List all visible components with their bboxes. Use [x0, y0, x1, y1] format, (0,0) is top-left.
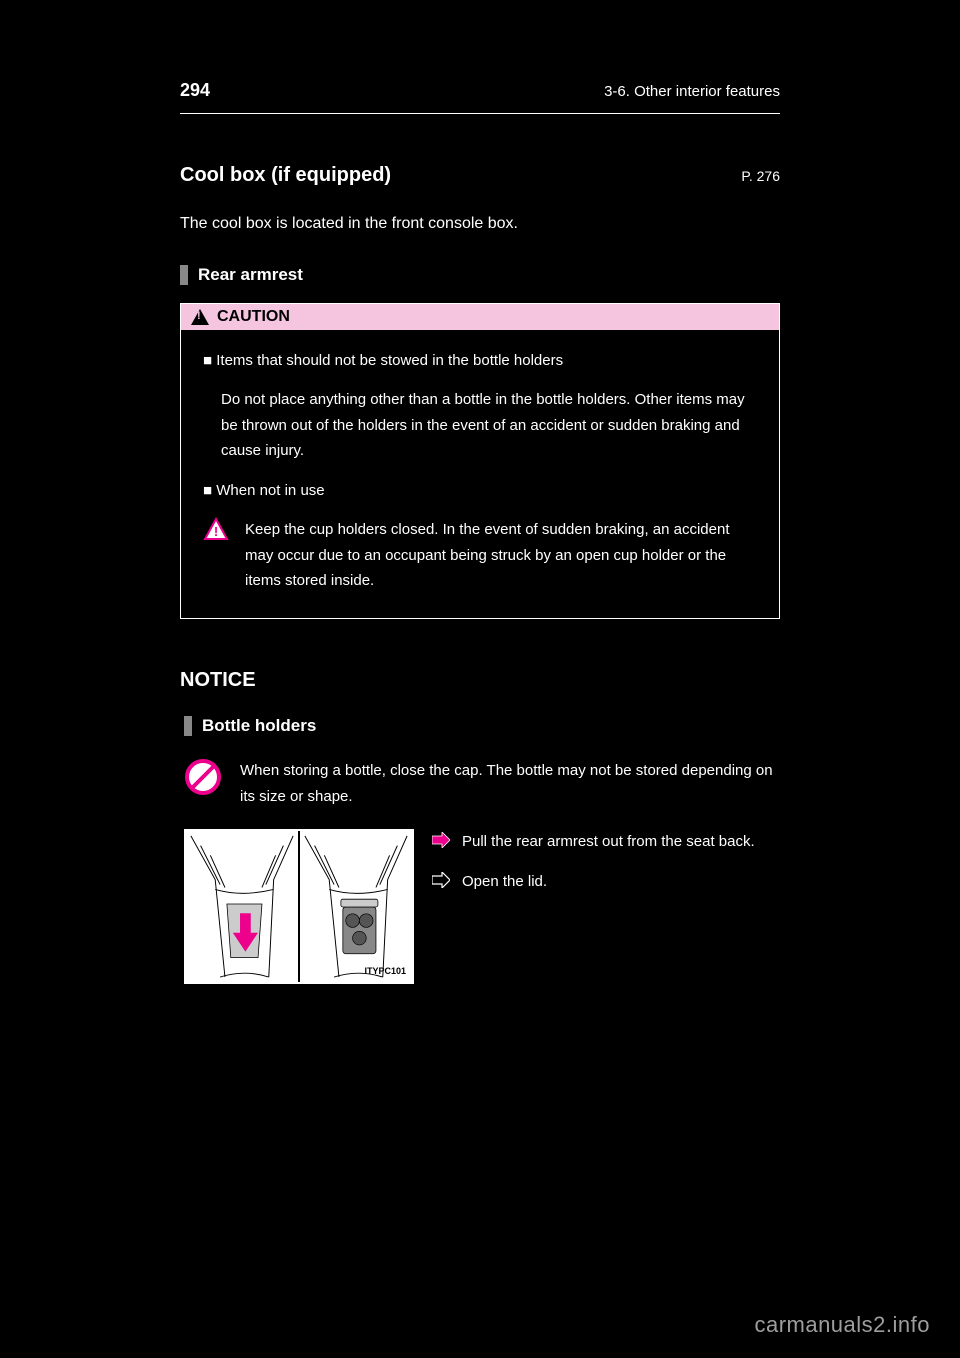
diagram-closed: [186, 831, 298, 982]
diagram-code: ITYPC101: [364, 964, 406, 979]
caution-triangle-icon: [191, 309, 209, 325]
section-label: 3-6. Other interior features: [604, 83, 780, 100]
caution-items-heading: ■ Items that should not be stowed in the…: [203, 348, 757, 374]
instruction-outline-row: Open the lid.: [432, 869, 780, 895]
arrow-outline-icon: [432, 869, 452, 891]
arrow-filled-icon: [432, 829, 452, 851]
diagram-instructions: Pull the rear armrest out from the seat …: [432, 829, 780, 908]
instruction-outline-text: Open the lid.: [462, 869, 547, 895]
svg-text:!: !: [214, 524, 218, 539]
caution-label: CAUTION: [217, 308, 290, 326]
warning-triangle-icon: !: [203, 517, 229, 541]
cool-box-heading-row: Cool box (if equipped) P. 276: [180, 164, 780, 187]
rear-armrest-subhead: Rear armrest: [180, 265, 780, 285]
caution-items-text: Do not place anything other than a bottl…: [203, 387, 757, 464]
diagram-row: ITYPC101 Pull the rear armrest out from …: [184, 829, 780, 984]
prohibit-icon: [184, 758, 222, 796]
cool-box-intro: The cool box is located in the front con…: [180, 211, 780, 237]
page-header: 294 3-6. Other interior features: [60, 80, 900, 101]
diagram-open: ITYPC101: [300, 831, 412, 982]
cool-box-heading: Cool box (if equipped): [180, 164, 391, 187]
watermark: carmanuals2.info: [754, 1312, 930, 1338]
content-area: Cool box (if equipped) P. 276 The cool b…: [60, 114, 900, 984]
caution-header: CAUTION: [181, 304, 779, 330]
instruction-filled-text: Pull the rear armrest out from the seat …: [462, 829, 755, 855]
subhead-marker-icon: [180, 265, 188, 285]
instruction-filled-row: Pull the rear armrest out from the seat …: [432, 829, 780, 855]
caution-when-not-heading: ■ When not in use: [203, 478, 757, 504]
bottle-holders-label: Bottle holders: [202, 712, 316, 741]
page-number: 294: [180, 80, 210, 101]
notice-content: Bottle holders When storing a bottle, cl…: [180, 712, 780, 985]
bottle-holders-subhead: Bottle holders: [184, 712, 780, 741]
prohibit-text: When storing a bottle, close the cap. Th…: [240, 758, 780, 809]
caution-content: ■ Items that should not be stowed in the…: [181, 330, 779, 618]
page-reference: P. 276: [741, 168, 780, 184]
prohibit-row: When storing a bottle, close the cap. Th…: [184, 758, 780, 809]
notice-section: NOTICE Bottle holders When storing a bot…: [180, 669, 780, 985]
diagram-container: ITYPC101: [184, 829, 414, 984]
caution-icon-row: ! Keep the cup holders closed. In the ev…: [203, 517, 757, 594]
caution-when-not-text: Keep the cup holders closed. In the even…: [245, 517, 757, 594]
page-container: 294 3-6. Other interior features Cool bo…: [0, 0, 960, 1358]
rear-armrest-label: Rear armrest: [198, 265, 303, 285]
subhead-marker-icon: [184, 716, 192, 736]
notice-heading: NOTICE: [180, 669, 780, 692]
caution-box: CAUTION ■ Items that should not be stowe…: [180, 303, 780, 619]
